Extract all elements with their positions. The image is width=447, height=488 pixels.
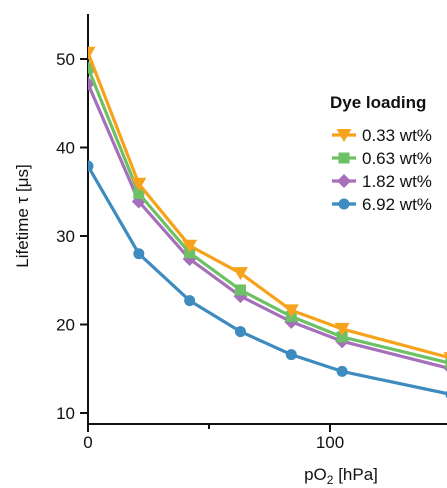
series-layer: [88, 46, 447, 399]
legend-label: 6.92 wt%: [362, 195, 432, 214]
data-point: [88, 62, 94, 74]
data-point: [232, 267, 248, 281]
axes: 10 20 30 40 50 0 100: [56, 14, 447, 452]
series-6-92-wt: [88, 160, 447, 399]
legend-marker: [338, 198, 350, 210]
legend-label: 0.33 wt%: [362, 126, 432, 145]
x-tick-label: 100: [316, 433, 344, 452]
data-point: [184, 247, 196, 259]
data-point: [182, 239, 198, 253]
legend-title: Dye loading: [330, 93, 426, 112]
legend-item: 1.82 wt%: [332, 172, 432, 191]
data-point: [334, 322, 350, 336]
data-point: [88, 76, 95, 91]
data-point: [182, 252, 197, 267]
data-point: [336, 365, 348, 377]
data-point: [443, 352, 447, 359]
y-axis-label: Lifetime τ [μs]: [13, 164, 32, 267]
series-1-82-wt: [88, 76, 447, 372]
data-point: [88, 46, 96, 60]
legend-marker: [336, 129, 352, 142]
data-point: [131, 177, 147, 191]
y-tick-label: 10: [56, 404, 75, 423]
series-line: [88, 67, 447, 365]
data-point: [133, 188, 145, 200]
legend-item: 6.92 wt%: [332, 195, 432, 214]
data-point: [445, 357, 447, 369]
legend-item: 0.63 wt%: [332, 149, 432, 168]
data-point: [88, 160, 94, 172]
legend: Dye loading 0.33 wt% 0.63 wt% 1.82 wt% 6.92 …: [330, 93, 432, 214]
legend-label: 1.82 wt%: [362, 172, 432, 191]
data-point: [336, 331, 348, 343]
data-point: [234, 284, 246, 296]
data-point: [283, 304, 299, 318]
y-tick-label: 40: [56, 139, 75, 158]
legend-marker: [338, 152, 350, 164]
legend-label: 0.63 wt%: [362, 149, 432, 168]
legend-item: 0.33 wt%: [332, 126, 432, 145]
x-tick-label: 0: [83, 433, 92, 452]
x-axis-label: pO2 [hPa]: [304, 465, 378, 487]
data-point: [184, 295, 196, 307]
series-0-33-wt: [88, 46, 447, 359]
y-tick-label: 30: [56, 227, 75, 246]
data-point: [285, 349, 297, 361]
legend-marker: [337, 174, 351, 188]
y-tick-label: 20: [56, 316, 75, 335]
data-point: [234, 326, 246, 338]
data-point: [133, 248, 145, 260]
y-tick-label: 50: [56, 50, 75, 69]
